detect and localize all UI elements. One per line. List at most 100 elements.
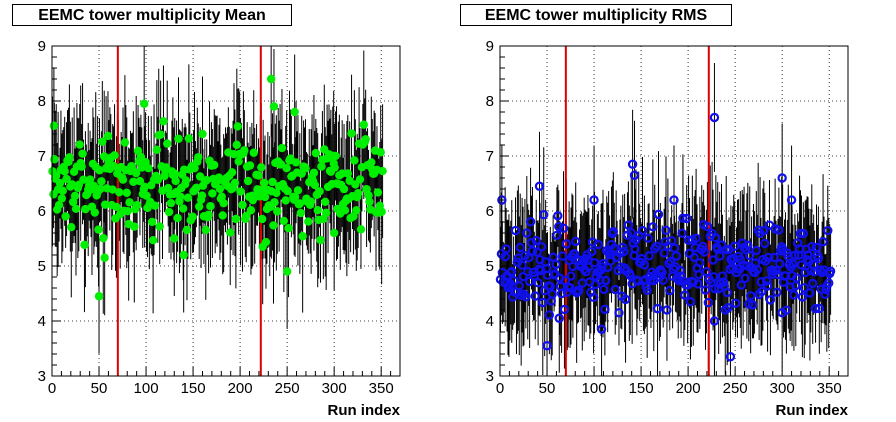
- data-point: [762, 281, 773, 291]
- data-point: [507, 266, 517, 277]
- data-point: [258, 242, 267, 251]
- data-point: [711, 233, 721, 243]
- data-point: [290, 107, 299, 117]
- data-point: [680, 290, 690, 300]
- data-point: [132, 200, 142, 210]
- chart-title-mean: EEMC tower multiplicity Mean: [12, 4, 292, 26]
- data-point: [170, 234, 179, 243]
- y-tick-label: 8: [486, 93, 494, 110]
- data-point: [772, 287, 782, 297]
- data-point: [599, 284, 609, 295]
- data-point: [194, 202, 204, 211]
- data-point: [61, 212, 70, 221]
- data-point: [367, 158, 376, 167]
- data-point: [662, 305, 672, 315]
- data-point: [584, 262, 594, 272]
- x-tick-label: 50: [91, 380, 108, 397]
- data-point: [206, 201, 215, 211]
- data-point: [163, 139, 172, 148]
- data-point: [522, 228, 532, 238]
- data-point: [689, 252, 699, 263]
- data-point: [254, 171, 263, 180]
- y-tick-label: 6: [486, 203, 494, 220]
- data-point: [620, 294, 631, 305]
- data-point: [552, 230, 562, 241]
- data-point: [644, 251, 654, 261]
- data-point: [58, 186, 68, 195]
- data-point: [340, 206, 350, 215]
- data-point: [306, 197, 316, 206]
- data-point: [678, 213, 688, 223]
- data-point: [259, 178, 269, 187]
- data-point: [173, 213, 182, 223]
- data-point: [317, 162, 326, 171]
- y-tick-label: 7: [486, 148, 494, 165]
- data-point: [761, 276, 772, 286]
- data-point: [273, 207, 282, 216]
- x-tick-label: 150: [181, 380, 206, 397]
- data-point: [378, 166, 387, 176]
- data-point: [240, 146, 249, 155]
- x-tick-label: 250: [723, 380, 748, 397]
- plot-border: [51, 45, 401, 377]
- data-point: [659, 248, 669, 258]
- y-tick-label: 3: [486, 368, 494, 385]
- data-point: [377, 207, 386, 216]
- data-point: [176, 192, 185, 201]
- data-point: [666, 235, 677, 246]
- data-point: [642, 285, 652, 295]
- data-point: [245, 161, 255, 170]
- data-point: [376, 148, 385, 157]
- data-point: [232, 140, 242, 150]
- data-point: [587, 246, 597, 257]
- data-point: [135, 176, 145, 186]
- data-point: [227, 168, 237, 177]
- data-point: [65, 153, 74, 162]
- data-point: [573, 285, 584, 295]
- data-point: [542, 341, 552, 351]
- data-point: [601, 275, 611, 286]
- data-point: [310, 180, 320, 190]
- data-point: [321, 208, 331, 218]
- data-point: [651, 241, 662, 251]
- data-point: [103, 131, 113, 141]
- data-point: [49, 121, 59, 130]
- data-point: [123, 206, 132, 216]
- y-tick-label: 9: [38, 38, 46, 55]
- data-point: [790, 250, 800, 261]
- data-point: [192, 183, 201, 192]
- data-point: [298, 232, 307, 241]
- data-point: [756, 277, 766, 287]
- data-points: [48, 74, 387, 301]
- y-tick-label: 7: [38, 148, 46, 165]
- data-point: [820, 289, 830, 300]
- data-point: [268, 177, 277, 187]
- data-point: [559, 304, 570, 315]
- data-point: [95, 166, 104, 175]
- x-tick-label: 250: [275, 380, 300, 397]
- data-point: [630, 244, 640, 254]
- data-point: [352, 206, 361, 215]
- data-point: [301, 164, 310, 173]
- data-point: [810, 303, 821, 314]
- data-point: [100, 200, 110, 209]
- data-point: [100, 152, 109, 161]
- data-point: [544, 310, 555, 320]
- data-point: [792, 273, 802, 283]
- data-point: [316, 235, 325, 245]
- data-point: [77, 162, 86, 171]
- data-point: [148, 236, 158, 245]
- x-tick-label: 200: [228, 380, 253, 397]
- data-point: [538, 297, 548, 308]
- data-point: [786, 195, 797, 205]
- data-point: [595, 275, 605, 285]
- data-point: [190, 163, 199, 173]
- data-point: [814, 303, 825, 314]
- data-point: [353, 189, 363, 198]
- data-point: [685, 297, 696, 307]
- data-point: [156, 130, 165, 139]
- data-point: [570, 249, 580, 259]
- data-point: [566, 271, 576, 281]
- data-point: [150, 201, 160, 210]
- data-point: [243, 176, 253, 186]
